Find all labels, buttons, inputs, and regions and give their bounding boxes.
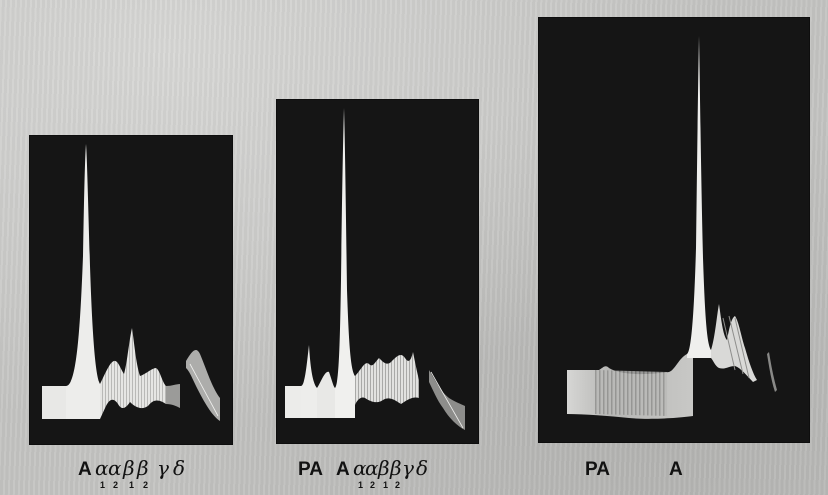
label-gamma: γ [402,456,414,480]
label-a: A [336,459,350,480]
albumin-peak [66,144,100,419]
label-alpha-1-sub: 1 [358,480,364,490]
albumin-peak [335,108,355,418]
label-delta: δ [173,456,186,480]
trace-panel-1 [30,136,232,444]
label-alpha-1: α [353,456,367,480]
label-a: A [78,459,92,480]
trace-panel-3 [539,18,809,442]
label-beta-1-sub: 1 [383,480,389,490]
label-a: A [669,459,683,480]
delta-trace [767,352,777,392]
pa-peak [301,345,317,418]
label-beta-1-sub: 1 [129,480,135,490]
globulin-region [100,328,166,419]
trace-graphic-2 [285,108,465,430]
label-alpha-2-sub: 2 [370,480,376,490]
label-alpha-2-sub: 2 [113,480,119,490]
label-beta-1: β [378,456,390,480]
panel-2-labels: PA A α 1 α 2 β 1 β 2 γ δ [298,452,478,492]
label-beta-2-sub: 2 [395,480,401,490]
label-beta-2-sub: 2 [143,480,149,490]
pa-stripes [595,370,667,416]
label-beta-2: β [390,456,402,480]
trace-panel-2 [277,100,478,443]
panel-1-labels: A α 1 α 2 β 1 β 2 γ δ [78,452,228,492]
gamma-bands [166,384,180,408]
trace-graphic-1 [42,144,220,421]
globulin-region [711,304,757,382]
label-alpha-2: α [108,456,122,480]
baseline-block [42,386,66,419]
label-beta-2: β [137,456,149,480]
baseline-block [285,386,301,418]
label-alpha-1: α [95,456,109,480]
albumin-peak [687,36,711,358]
label-beta-1: β [123,456,135,480]
label-pa: PA [585,459,610,480]
globulin-region [355,352,419,405]
label-pa: PA [298,459,323,480]
trace-graphic-3 [567,36,777,419]
panel-3-labels: PA A [585,452,725,492]
label-gamma: γ [157,456,169,480]
gamma-streaks [722,315,750,379]
label-alpha-2: α [365,456,379,480]
label-delta: δ [416,456,429,480]
label-alpha-1-sub: 1 [100,480,106,490]
small-hump [317,371,335,418]
